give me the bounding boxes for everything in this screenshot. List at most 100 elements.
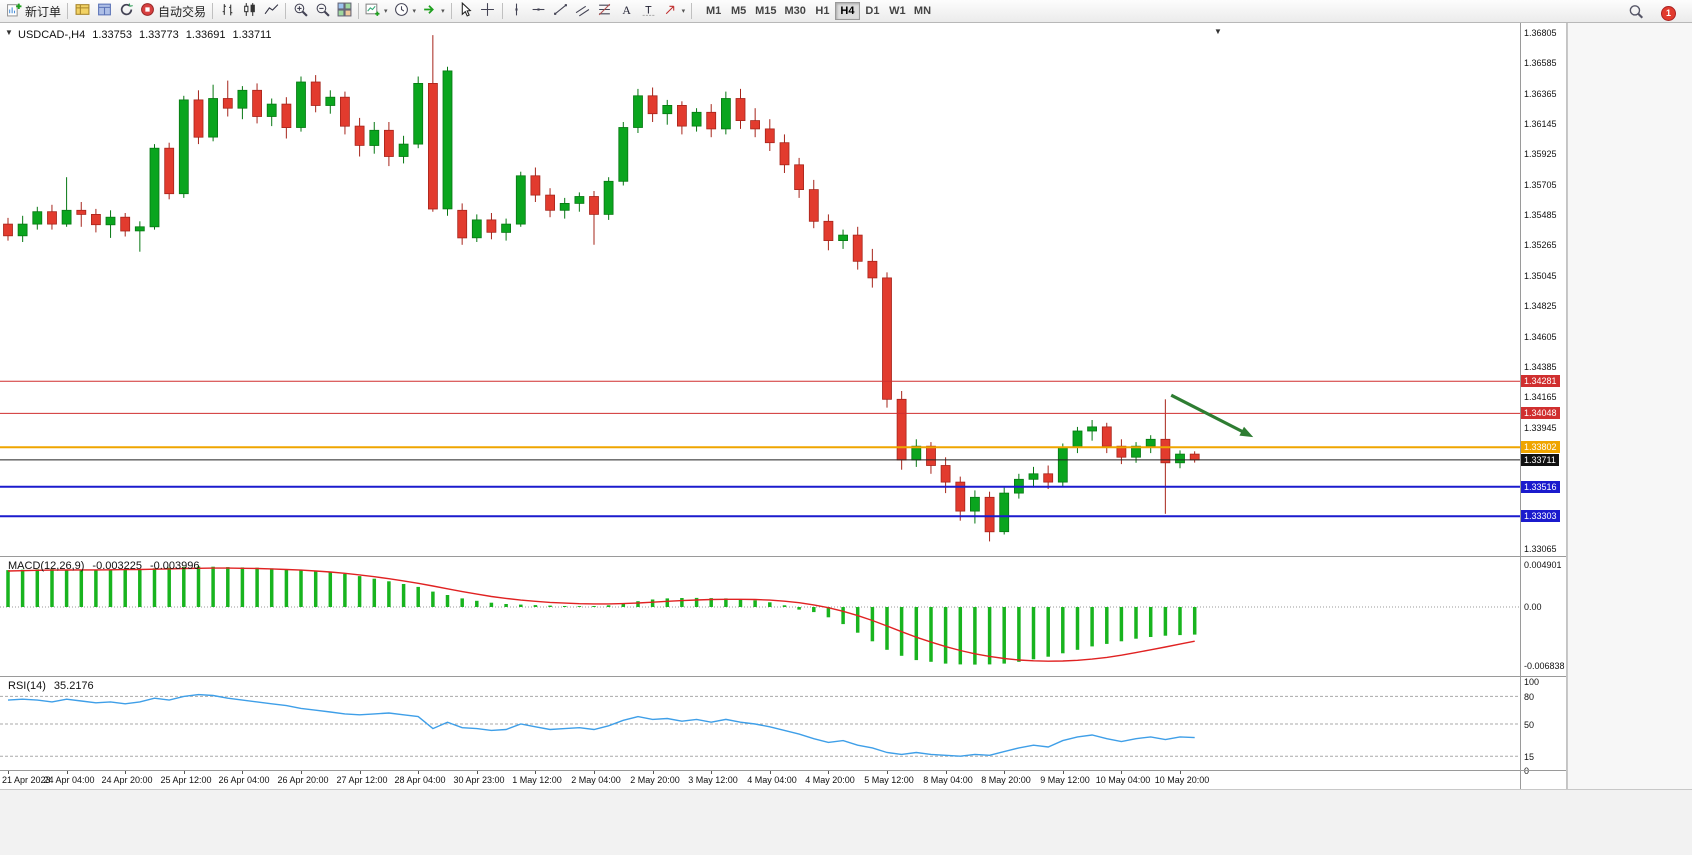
candle-body — [515, 175, 526, 225]
candle-body — [178, 99, 189, 195]
cursor-tool-button[interactable] — [455, 1, 477, 21]
timeframe-button-mn[interactable]: MN — [910, 2, 935, 20]
timeframe-button-m30[interactable]: M30 — [781, 2, 810, 20]
candlestick-chart[interactable] — [0, 28, 1520, 556]
candle-body — [120, 216, 131, 232]
navigator-button[interactable] — [115, 1, 137, 21]
horizontal-line-tool-button[interactable] — [528, 1, 550, 21]
chart-shift-marker[interactable]: ▼ — [1214, 27, 1222, 36]
one-click-trading-toggle[interactable]: ▼ — [5, 28, 13, 37]
vertical-line-icon — [509, 2, 524, 20]
channel-icon — [575, 2, 590, 20]
search-button[interactable] — [1625, 3, 1647, 23]
candlestick-mode-button[interactable] — [238, 1, 260, 21]
candle-body — [1043, 473, 1054, 483]
line-chart-mode-button[interactable] — [260, 1, 282, 21]
time-tick — [1121, 771, 1122, 774]
candle-body — [955, 481, 966, 512]
trend-arrow-head — [1239, 426, 1254, 438]
notification-badge[interactable]: 1 — [1661, 5, 1676, 21]
panel-divider[interactable] — [0, 676, 1567, 677]
time-tick — [360, 771, 361, 774]
autotrade-label: 自动交易 — [158, 4, 207, 19]
chart-shift-button[interactable]: ▾ — [419, 1, 448, 21]
price-axis-label: 1.33945 — [1524, 423, 1557, 433]
zoom-in-button[interactable] — [289, 1, 311, 21]
time-axis-label: 4 May 20:00 — [805, 775, 855, 785]
timeframe-button-m15[interactable]: M15 — [751, 2, 780, 20]
candle-body — [1087, 426, 1097, 432]
fibonacci-tool-button[interactable] — [594, 1, 616, 21]
chevron-down-icon: ▾ — [412, 8, 417, 15]
new-chart-icon — [365, 2, 380, 20]
candle-body — [970, 496, 980, 512]
price-axis-label: 1.34385 — [1524, 362, 1557, 372]
time-axis[interactable]: 21 Apr 2023 24 Apr 04:00 24 Apr 20:00 25 Ap… — [0, 771, 1520, 789]
zoom-out-button[interactable] — [311, 1, 333, 21]
trend-arrow-annotation[interactable] — [1170, 393, 1246, 435]
new-order-button[interactable]: 新订单 — [4, 1, 64, 21]
data-window-button[interactable] — [93, 1, 115, 21]
time-axis-label: 30 Apr 23:00 — [453, 775, 505, 785]
macd-histogram — [6, 566, 1197, 665]
channel-tool-button[interactable] — [572, 1, 594, 21]
rsi-axis-label: 15 — [1524, 752, 1535, 762]
candle-body — [867, 260, 878, 279]
price-axis-label: 1.34605 — [1524, 332, 1557, 342]
chevron-down-icon: ▾ — [384, 8, 388, 15]
timeframe-button-h4[interactable]: H4 — [834, 2, 860, 20]
label-icon: T — [641, 2, 656, 20]
timeframe-group: M1 M5 M15 M30 H1 H4 D1 W1 MN — [701, 2, 935, 20]
arrows-tool-button[interactable]: ▾ — [660, 1, 689, 21]
candle-body — [1175, 453, 1185, 464]
candle-body — [149, 147, 160, 228]
candle-body — [764, 128, 775, 144]
timeframe-button-w1[interactable]: W1 — [885, 2, 910, 20]
time-axis-label: 10 May 20:00 — [1154, 775, 1210, 785]
candle-body — [735, 98, 746, 122]
timeframe-button-m5[interactable]: M5 — [726, 2, 751, 20]
macd-indicator-panel[interactable] — [0, 558, 1520, 676]
candle-body — [706, 111, 717, 130]
candle-body — [677, 105, 687, 127]
candle-body — [721, 98, 731, 130]
vertical-line-tool-button[interactable] — [506, 1, 528, 21]
panel-divider[interactable] — [0, 556, 1567, 557]
bar-chart-mode-button[interactable] — [216, 1, 238, 21]
price-axis-label: 1.36145 — [1524, 119, 1557, 129]
candle-body — [984, 496, 995, 533]
price-axis-label: 1.36805 — [1524, 28, 1557, 38]
price-level-badge: 1.33711 — [1521, 454, 1559, 466]
chart-right-border — [1566, 23, 1567, 789]
candle-body — [1160, 438, 1171, 464]
price-axis-label: 1.34165 — [1524, 392, 1557, 402]
price-level-badge: 1.33802 — [1521, 441, 1560, 453]
text-tool-button[interactable]: A — [616, 1, 638, 21]
timeframe-button-h1[interactable]: H1 — [810, 2, 835, 20]
crosshair-tool-button[interactable] — [477, 1, 499, 21]
new-chart-button[interactable]: ▾ — [362, 1, 391, 21]
market-watch-button[interactable] — [71, 1, 93, 21]
price-axis[interactable]: 1.36805 1.36585 1.36365 1.36145 1.35925 1.357… — [1521, 0, 1567, 789]
period-clock-button[interactable]: ▾ — [391, 1, 420, 21]
candle-body — [76, 209, 87, 215]
chevron-down-icon: ▾ — [441, 8, 445, 15]
label-tool-button[interactable]: T — [638, 1, 660, 21]
trendline-tool-button[interactable] — [550, 1, 572, 21]
fibonacci-icon — [597, 2, 612, 20]
time-tick — [1180, 771, 1181, 774]
rsi-indicator-panel[interactable] — [0, 678, 1520, 770]
candle-body — [633, 95, 643, 128]
candle-body — [413, 83, 424, 145]
autotrade-button[interactable]: 自动交易 — [137, 1, 209, 21]
macd-signal-value: -0.003996 — [149, 560, 200, 572]
time-axis-label: 26 Apr 20:00 — [277, 775, 329, 785]
time-axis-label: 24 Apr 04:00 — [43, 775, 95, 785]
tile-windows-button[interactable] — [333, 1, 355, 21]
price-axis-label: 1.35485 — [1524, 210, 1557, 220]
time-tick — [711, 771, 712, 774]
timeframe-button-d1[interactable]: D1 — [860, 2, 885, 20]
timeframe-button-m1[interactable]: M1 — [701, 2, 726, 20]
candle-body — [383, 129, 394, 157]
time-tick — [67, 771, 68, 774]
